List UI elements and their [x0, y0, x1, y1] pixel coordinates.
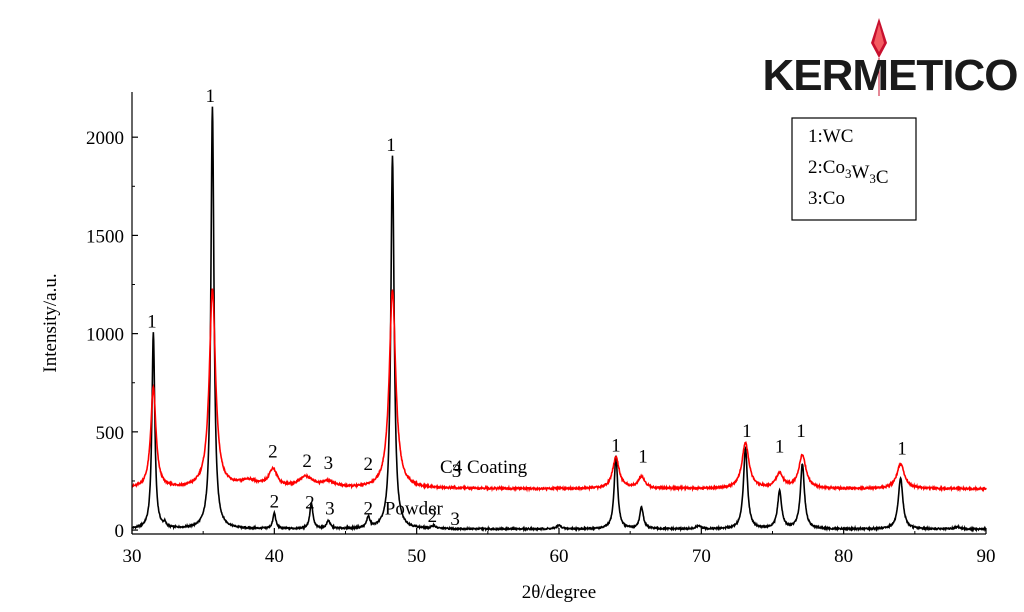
peak-label: 1 — [796, 421, 806, 442]
peak-label: 1 — [147, 312, 157, 333]
x-tick-label: 70 — [692, 546, 711, 567]
x-tick-label: 80 — [834, 546, 853, 567]
peak-label: 2 — [364, 454, 374, 475]
logo-text: KERMETICO — [763, 51, 1018, 100]
y-axis-title: Intensity/a.u. — [40, 273, 61, 372]
peak-label: 2 — [268, 441, 278, 462]
peak-label: 1 — [775, 436, 785, 457]
peak-label: 1 — [897, 438, 907, 459]
x-axis-title: 2θ/degree — [522, 582, 597, 603]
peak-label: 1 — [206, 86, 216, 107]
peak-label: 3 — [452, 461, 462, 482]
peak-label: 2 — [302, 451, 312, 472]
peak-label: 3 — [325, 498, 335, 519]
legend-item-co3w3c: 2:Co3W3C — [808, 157, 889, 188]
y-tick-label: 2000 — [86, 128, 124, 149]
peak-label: 2 — [270, 491, 280, 512]
series-line-c4-coating — [131, 288, 987, 493]
peak-label: 2 — [364, 498, 374, 519]
peak-label: 3 — [450, 509, 460, 530]
legend-item-co: 3:Co — [808, 188, 845, 209]
y-tick-label: 1500 — [86, 226, 124, 247]
peak-label: 1 — [611, 435, 621, 456]
peak-label: 1 — [386, 135, 396, 156]
peak-label: 1 — [638, 446, 648, 467]
legend-item-wc: 1:WC — [808, 126, 853, 147]
peak-label: 2 — [428, 506, 438, 527]
x-tick-label: 40 — [265, 546, 284, 567]
series-label: Powder — [385, 498, 444, 519]
x-tick-label: 90 — [977, 546, 996, 567]
y-tick-label: 1000 — [86, 325, 124, 346]
axes: 30 40 50 60 70 80 90 0 500 1000 1500 2000 2θ/degree I… — [40, 92, 996, 603]
peak-label: 3 — [324, 453, 334, 474]
x-tick-label: 60 — [550, 546, 569, 567]
peak-label: 2 — [305, 492, 315, 513]
peak-label: 1 — [742, 421, 752, 442]
series-label: C4 Coating — [440, 457, 528, 478]
x-tick-label: 30 — [123, 546, 142, 567]
logo: KERMETICO — [763, 18, 1019, 100]
y-tick-label: 0 — [115, 521, 125, 542]
y-tick-label: 500 — [96, 423, 125, 444]
x-tick-label: 50 — [407, 546, 426, 567]
legend-box: 1:WC 2:Co3W3C 3:Co — [791, 117, 917, 221]
